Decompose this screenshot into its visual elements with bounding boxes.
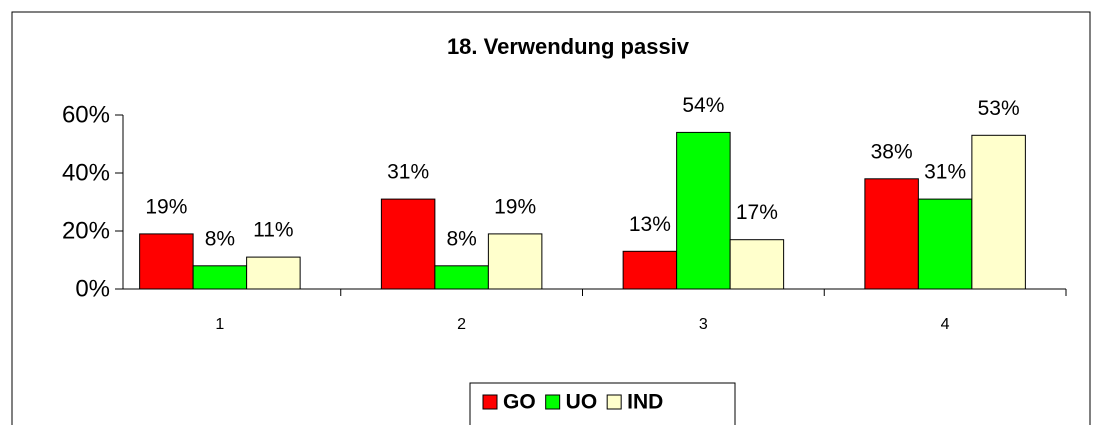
value-label: 54% [682, 94, 724, 117]
value-label: 8% [446, 227, 476, 250]
x-tick-label: 1 [215, 316, 224, 333]
y-tick-label: 60% [62, 101, 110, 128]
bar [676, 131, 731, 290]
legend-label: GO [503, 391, 536, 414]
x-tick-label: 4 [941, 316, 950, 333]
y-tick-label: 0% [75, 275, 110, 302]
bar [139, 233, 194, 290]
bar [917, 198, 973, 290]
value-label: 8% [205, 227, 235, 250]
y-tick-label: 20% [62, 217, 110, 244]
legend-swatch [545, 394, 561, 410]
value-label: 13% [629, 213, 671, 236]
bar [380, 198, 436, 290]
x-tick-label: 3 [699, 316, 708, 333]
x-tick-label: 2 [457, 316, 466, 333]
value-label: 38% [871, 140, 913, 163]
y-tick-label: 40% [62, 159, 110, 186]
bar [622, 250, 678, 290]
legend-box [469, 382, 736, 425]
bar [971, 134, 1026, 290]
value-label: 53% [978, 97, 1020, 120]
chart-title: 18. Verwendung passiv [447, 34, 690, 59]
bar [487, 233, 543, 290]
legend-label: UO [566, 391, 598, 414]
legend-label: IND [627, 391, 663, 414]
bar [246, 256, 301, 290]
bar [192, 265, 248, 290]
bar [864, 178, 919, 290]
legend-swatch [606, 394, 622, 410]
value-label: 11% [253, 219, 293, 242]
value-label: 31% [924, 161, 966, 184]
value-label: 19% [145, 195, 187, 218]
value-label: 17% [736, 201, 778, 224]
legend-swatch [482, 394, 498, 410]
bar [729, 239, 785, 290]
value-label: 31% [387, 161, 429, 184]
bar [434, 265, 489, 290]
value-label: 19% [494, 195, 536, 218]
